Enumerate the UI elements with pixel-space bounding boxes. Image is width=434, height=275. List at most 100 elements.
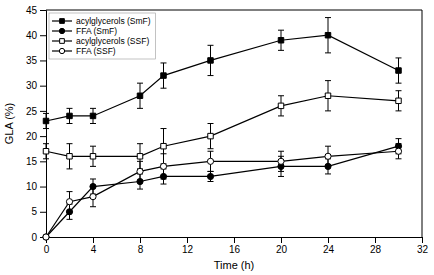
x-tick-label: 12 <box>182 244 194 255</box>
marker <box>137 93 142 98</box>
marker <box>207 173 213 179</box>
error-bar <box>325 81 331 111</box>
y-tick-mark <box>40 10 46 11</box>
x-axis-line <box>47 238 423 244</box>
error-bar <box>396 144 402 159</box>
x-tick-label: 28 <box>370 244 382 255</box>
y-tick: 40 <box>26 30 46 41</box>
marker <box>278 158 284 164</box>
error-bar <box>90 187 96 207</box>
error-bar <box>278 96 284 116</box>
y-tick-label: 20 <box>26 131 38 142</box>
series-line <box>46 96 399 157</box>
marker <box>161 143 166 148</box>
y-tick-label: 25 <box>26 106 38 117</box>
error-bar <box>278 30 284 50</box>
error-bar <box>43 113 49 128</box>
series <box>43 144 402 240</box>
marker <box>161 73 166 78</box>
marker <box>43 118 48 123</box>
legend-label: FFA (SSF) <box>76 46 116 56</box>
marker <box>396 98 401 103</box>
error-bar <box>67 192 73 212</box>
y-tick: 25 <box>26 106 46 117</box>
x-tick-label: 24 <box>323 244 335 255</box>
x-tick-label: 8 <box>138 244 144 255</box>
x-tick-label: 0 <box>44 244 50 255</box>
error-bar <box>67 144 73 169</box>
x-tick-mark <box>422 237 423 243</box>
error-bar <box>208 45 214 75</box>
marker <box>67 154 72 159</box>
marker <box>66 199 72 205</box>
legend-label: acylglycerols (SSF) <box>76 36 149 46</box>
legend-label: acylglycerols (SmF) <box>76 16 151 26</box>
x-tick: 32 <box>417 237 429 255</box>
error-bar <box>396 58 402 83</box>
marker <box>325 153 331 159</box>
y-tick-mark <box>40 35 46 36</box>
error-bar <box>325 146 331 166</box>
y-tick-mark <box>40 111 46 112</box>
x-axis-title: Time (h) <box>214 259 255 271</box>
marker <box>278 103 283 108</box>
marker <box>208 133 213 138</box>
plot-frame-right <box>422 10 423 237</box>
plot-frame-top <box>46 10 422 11</box>
marker <box>43 149 48 154</box>
marker <box>67 113 72 118</box>
y-tick: 35 <box>26 55 46 66</box>
series-line <box>46 35 399 121</box>
y-tick-label: 45 <box>26 5 38 16</box>
y-axis-title: GLA (%) <box>3 103 15 145</box>
legend-label: FFA (SmF) <box>76 26 117 36</box>
error-bar <box>161 63 167 88</box>
marker <box>90 154 95 159</box>
error-bar <box>278 151 284 171</box>
y-tick-label: 0 <box>31 232 37 243</box>
legend-item: acylglycerols (SSF) <box>52 36 149 46</box>
error-bar <box>137 83 143 108</box>
marker <box>207 158 213 164</box>
x-tick-mark <box>281 237 282 243</box>
series <box>43 81 402 169</box>
marker <box>43 234 49 240</box>
error-bar <box>208 171 214 181</box>
x-tick-mark <box>234 237 235 243</box>
error-bar <box>137 161 143 181</box>
x-tick-mark <box>187 237 188 243</box>
marker <box>160 163 166 169</box>
y-tick-mark <box>40 212 46 213</box>
error-bar <box>208 151 214 171</box>
y-tick-mark <box>40 86 46 87</box>
error-bar <box>161 154 167 179</box>
y-tick-mark <box>40 136 46 137</box>
marker <box>325 32 330 37</box>
marker <box>137 154 142 159</box>
x-tick: 24 <box>323 237 335 255</box>
x-tick: 4 <box>91 237 97 255</box>
y-tick: 10 <box>26 181 46 192</box>
series-line <box>46 146 399 237</box>
marker <box>90 113 95 118</box>
error-bar <box>325 18 331 53</box>
series <box>43 18 402 129</box>
y-tick-label: 15 <box>26 156 38 167</box>
y-tick: 5 <box>31 206 46 217</box>
legend-swatch-marker <box>59 28 64 33</box>
y-tick-mark <box>40 161 46 162</box>
y-tick: 15 <box>26 156 46 167</box>
legend-box <box>49 13 156 59</box>
legend-swatch-marker <box>59 48 64 53</box>
plot-area: 048121620242832051015202530354045acylgly… <box>26 5 429 255</box>
legend-item: FFA (SmF) <box>52 26 117 36</box>
series-line <box>46 151 399 237</box>
marker <box>137 168 143 174</box>
x-tick-mark <box>328 237 329 243</box>
error-bar <box>90 108 96 123</box>
error-bar <box>90 146 96 166</box>
error-bar <box>43 144 49 159</box>
x-tick-mark <box>375 237 376 243</box>
y-tick-label: 40 <box>26 30 38 41</box>
x-tick: 20 <box>276 237 288 255</box>
